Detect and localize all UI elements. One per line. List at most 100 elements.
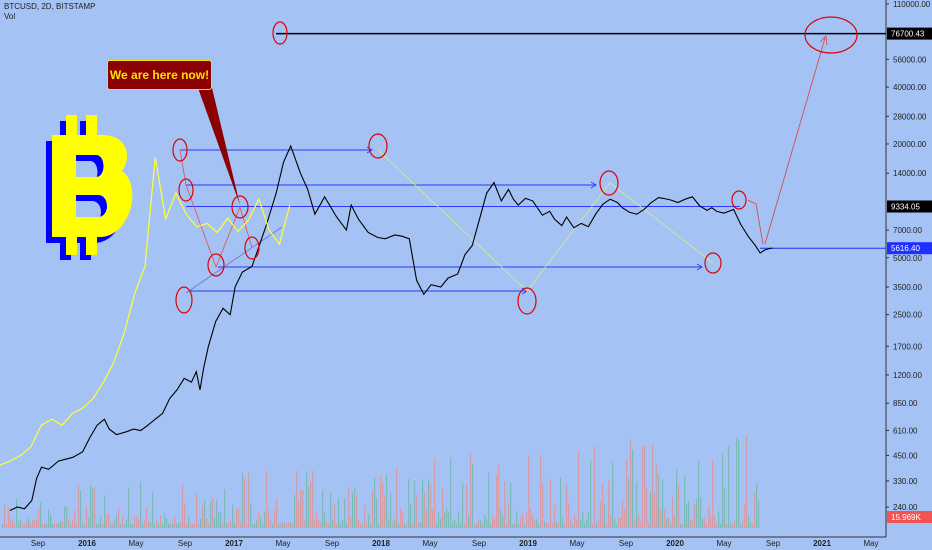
volume-bar <box>332 520 334 528</box>
volume-bar <box>738 440 740 528</box>
volume-bar <box>72 518 74 528</box>
arrow-head <box>696 263 703 271</box>
volume-bar <box>166 518 168 528</box>
price-tag-label: 5616.40 <box>891 244 920 253</box>
volume-bar <box>340 522 342 528</box>
volume-bar <box>482 523 484 528</box>
volume-bar <box>122 516 124 528</box>
volume-bar <box>34 520 36 528</box>
volume-bar <box>438 511 440 528</box>
trend-line <box>185 226 283 294</box>
volume-bar <box>188 515 190 528</box>
volume-bar <box>562 518 564 528</box>
volume-bar <box>14 523 16 528</box>
forecast-up <box>764 37 826 245</box>
volume-bar <box>348 487 350 528</box>
volume-bar <box>464 523 466 528</box>
volume-bar <box>452 521 454 528</box>
volume-bar <box>564 523 566 528</box>
volume-bar <box>456 523 458 528</box>
volume-bar <box>608 480 610 528</box>
volume-bar <box>176 523 178 528</box>
volume-bar <box>344 498 346 528</box>
volume-bar <box>258 511 260 528</box>
time-tick-label: 2018 <box>372 539 390 548</box>
volume-bar <box>30 523 32 528</box>
volume-bar <box>290 523 292 528</box>
volume-bar <box>44 523 46 528</box>
volume-bar <box>636 481 638 528</box>
volume-bar <box>296 470 298 528</box>
volume-bar <box>326 522 328 528</box>
volume-bar <box>554 505 556 528</box>
volume-bar <box>504 481 506 528</box>
volume-bar <box>570 519 572 528</box>
volume-bar <box>306 471 308 528</box>
volume-bar <box>376 498 378 528</box>
volume-bar <box>736 438 738 528</box>
red-circle-marker <box>804 16 858 54</box>
volume-bar <box>104 495 106 528</box>
volume-bar <box>604 504 606 528</box>
volume-bar <box>684 475 686 528</box>
volume-bar <box>442 488 444 528</box>
volume-bar <box>12 519 14 528</box>
volume-bar <box>584 523 586 528</box>
price-tick-label: 450.00 <box>893 451 918 460</box>
volume-bar <box>514 523 516 528</box>
volume-bar <box>552 523 554 528</box>
volume-bar <box>142 523 144 528</box>
volume-bar <box>720 523 722 528</box>
volume-bar <box>24 523 26 528</box>
red-circle-marker <box>517 287 537 315</box>
volume-bar <box>508 502 510 528</box>
volume-bar <box>156 520 158 528</box>
volume-bar <box>734 521 736 528</box>
volume-bar <box>136 516 138 528</box>
volume-bar <box>198 523 200 528</box>
volume-bar <box>58 523 60 528</box>
volume-bar <box>102 523 104 528</box>
volume-bar <box>628 478 630 528</box>
volume-bar <box>352 492 354 528</box>
volume-bar <box>568 502 570 528</box>
callout-box: We are here now! <box>107 60 212 90</box>
volume-bar <box>420 522 422 528</box>
volume-bar <box>366 522 368 528</box>
volume-bar <box>446 508 448 528</box>
time-tick-label: May <box>275 539 290 548</box>
volume-bar <box>526 512 528 528</box>
volume-bar <box>218 512 220 528</box>
volume-bar <box>148 520 150 528</box>
volume-bar <box>84 523 86 528</box>
volume-bar <box>724 487 726 528</box>
volume-bar <box>304 520 306 528</box>
volume-bar <box>130 523 132 528</box>
volume-bar <box>80 490 82 528</box>
volume-bar <box>26 522 28 528</box>
volume-bar <box>474 523 476 528</box>
volume-bar <box>62 521 64 528</box>
red-circle-marker <box>704 252 722 274</box>
volume-bar <box>476 523 478 528</box>
volume-bar <box>316 510 318 528</box>
volume-bar <box>558 523 560 528</box>
volume-bar <box>210 501 212 528</box>
volume-bar <box>644 445 646 528</box>
volume-bar <box>76 524 78 528</box>
volume-bar <box>54 523 56 528</box>
volume-bar <box>398 523 400 528</box>
volume-bar <box>94 487 96 528</box>
volume-bar <box>248 472 250 528</box>
volume-bar <box>174 515 176 528</box>
volume-bar <box>510 482 512 528</box>
volume-bar <box>714 515 716 528</box>
volume-bar <box>470 454 472 528</box>
red-circle-marker <box>731 190 747 210</box>
volume-bar <box>698 460 700 528</box>
volume-bar <box>578 450 580 528</box>
volume-bar <box>86 506 88 528</box>
volume-bar <box>696 498 698 528</box>
volume-bar <box>716 523 718 528</box>
volume-bar <box>750 521 752 528</box>
